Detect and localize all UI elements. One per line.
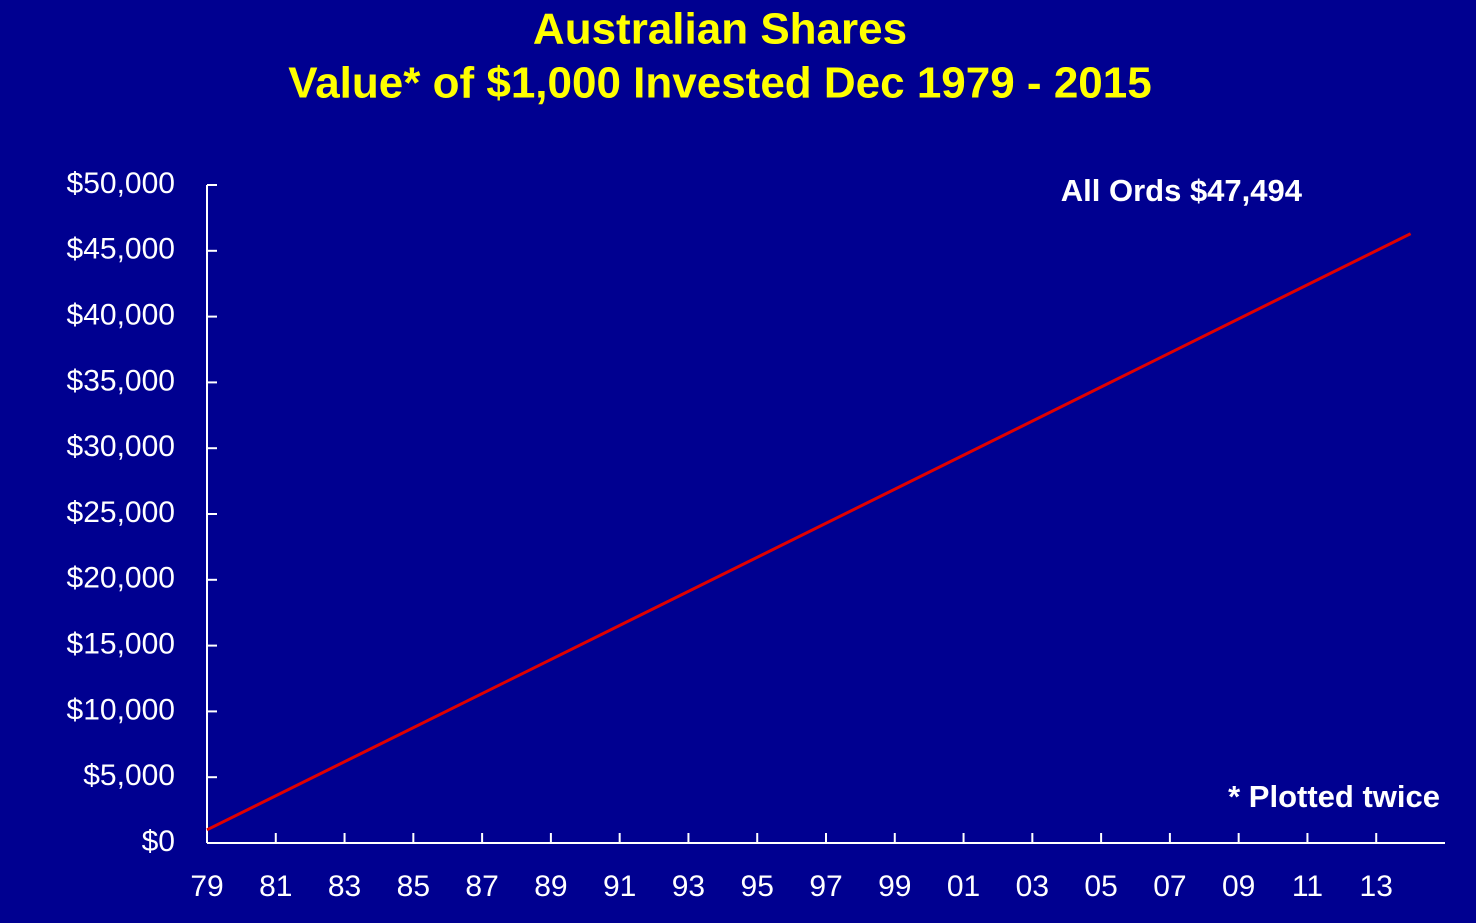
y-tick-label: $0 [142, 825, 175, 858]
x-tick-label: 85 [397, 870, 430, 903]
y-tick-label: $20,000 [67, 562, 175, 595]
x-tick-label: 89 [534, 870, 567, 903]
y-tick-label: $35,000 [67, 364, 175, 397]
x-tick-label: 79 [190, 870, 223, 903]
x-tick-label: 81 [259, 870, 292, 903]
chart-subtitle: Value* of $1,000 Invested Dec 1979 - 201… [288, 59, 1151, 108]
x-tick-label: 99 [878, 870, 911, 903]
y-tick-label: $25,000 [67, 496, 175, 529]
x-tick-label: 03 [1016, 870, 1049, 903]
y-tick-label: $10,000 [67, 693, 175, 726]
x-tick-label: 83 [328, 870, 361, 903]
y-tick-label: $30,000 [67, 430, 175, 463]
y-tick-label: $40,000 [67, 299, 175, 332]
y-tick-label: $50,000 [67, 167, 175, 200]
x-tick-label: 95 [741, 870, 774, 903]
x-tick-label: 07 [1153, 870, 1186, 903]
x-tick-label: 91 [603, 870, 636, 903]
x-tick-label: 09 [1222, 870, 1255, 903]
x-tick-label: 97 [809, 870, 842, 903]
x-tick-label: 05 [1084, 870, 1117, 903]
y-tick-label: $15,000 [67, 628, 175, 661]
x-tick-label: 87 [465, 870, 498, 903]
x-tick-label: 11 [1292, 870, 1323, 903]
chart-title: Australian Shares [533, 5, 907, 54]
x-tick-label: 13 [1360, 870, 1393, 903]
x-tick-label: 93 [672, 870, 705, 903]
annotation: All Ords $47,494 [1061, 173, 1303, 208]
y-tick-label: $45,000 [67, 233, 175, 266]
y-tick-label: $5,000 [83, 759, 175, 792]
annotation: * Plotted twice [1228, 779, 1440, 814]
series-line [206, 232, 1412, 832]
x-tick-label: 01 [947, 870, 980, 903]
